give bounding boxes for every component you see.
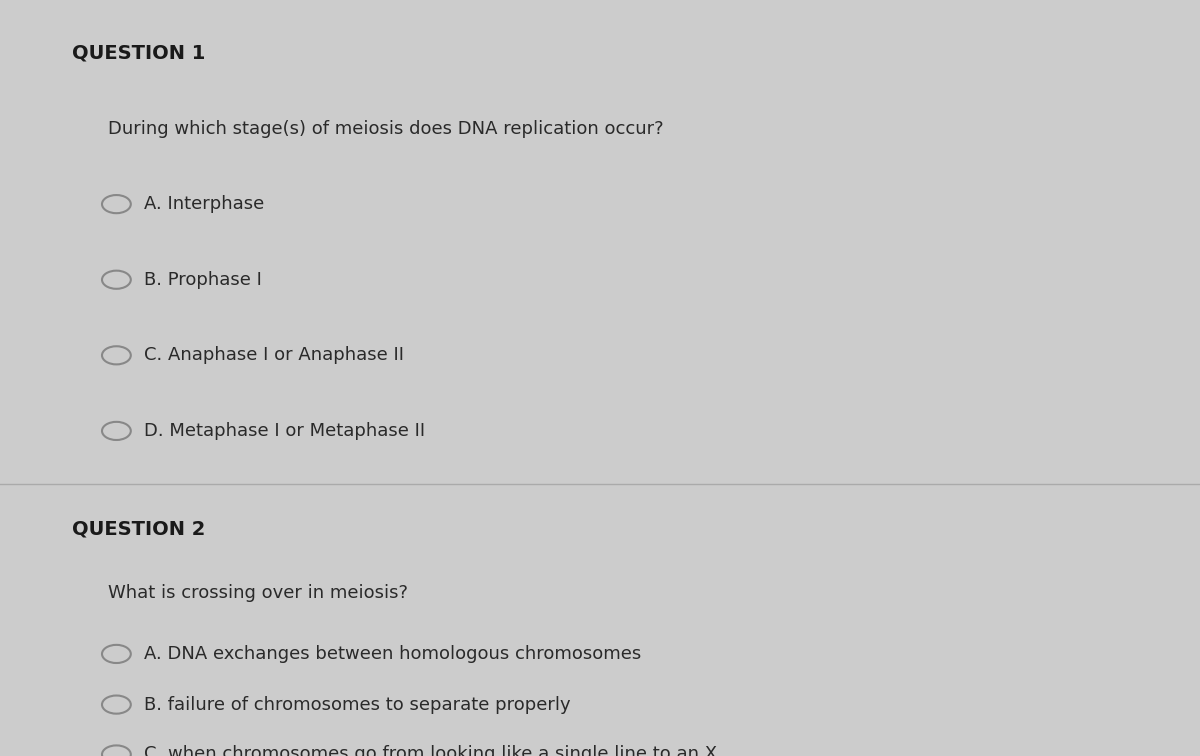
Text: C. Anaphase I or Anaphase II: C. Anaphase I or Anaphase II: [144, 346, 404, 364]
Text: QUESTION 1: QUESTION 1: [72, 43, 205, 63]
Text: C. when chromosomes go from looking like a single line to an X: C. when chromosomes go from looking like…: [144, 745, 718, 756]
Text: During which stage(s) of meiosis does DNA replication occur?: During which stage(s) of meiosis does DN…: [108, 119, 664, 138]
Text: What is crossing over in meiosis?: What is crossing over in meiosis?: [108, 584, 408, 603]
Text: A. DNA exchanges between homologous chromosomes: A. DNA exchanges between homologous chro…: [144, 645, 641, 663]
Text: A. Interphase: A. Interphase: [144, 195, 264, 213]
Text: B. failure of chromosomes to separate properly: B. failure of chromosomes to separate pr…: [144, 696, 571, 714]
Text: B. Prophase I: B. Prophase I: [144, 271, 262, 289]
Text: QUESTION 2: QUESTION 2: [72, 519, 205, 539]
Text: D. Metaphase I or Metaphase II: D. Metaphase I or Metaphase II: [144, 422, 425, 440]
